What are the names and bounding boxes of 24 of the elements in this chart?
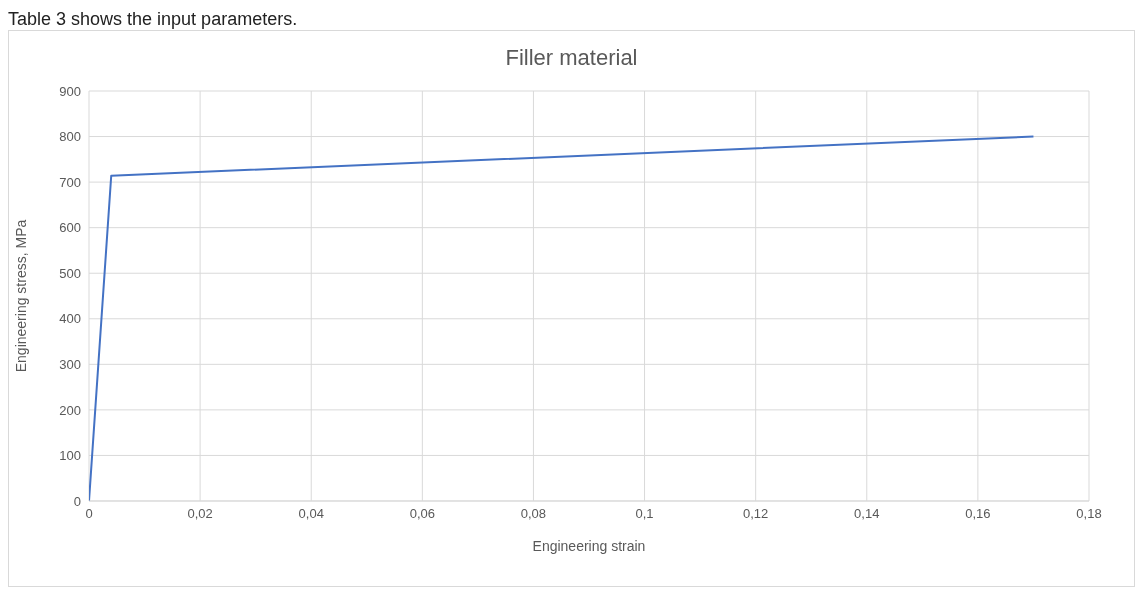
y-tick-label: 200 — [59, 402, 81, 418]
y-tick-label: 300 — [59, 356, 81, 372]
y-tick-label: 800 — [59, 129, 81, 145]
y-tick-label: 0 — [73, 493, 81, 509]
x-tick-label: 0,18 — [1076, 506, 1102, 522]
x-tick-label: 0 — [85, 506, 93, 522]
y-tick-label: 400 — [59, 311, 81, 327]
y-tick-label: 900 — [59, 83, 81, 99]
x-tick-label: 0,1 — [635, 506, 654, 522]
chart-title: Filler material — [504, 45, 639, 71]
x-tick-label: 0,16 — [965, 506, 991, 522]
x-axis-title: Engineering strain — [532, 538, 646, 554]
y-tick-label: 700 — [59, 174, 81, 190]
y-tick-label: 500 — [59, 265, 81, 281]
y-tick-label: 600 — [59, 220, 81, 236]
x-tick-label: 0,12 — [743, 506, 769, 522]
x-tick-label: 0,04 — [298, 506, 324, 522]
x-tick-label: 0,06 — [409, 506, 435, 522]
caption: Table 3 shows the input parameters. — [8, 8, 299, 30]
y-tick-label: 100 — [59, 448, 81, 464]
x-tick-label: 0,14 — [854, 506, 880, 522]
y-axis-title: Engineering stress, MPa — [12, 219, 29, 373]
x-tick-label: 0,02 — [187, 506, 213, 522]
x-tick-label: 0,08 — [520, 506, 547, 522]
